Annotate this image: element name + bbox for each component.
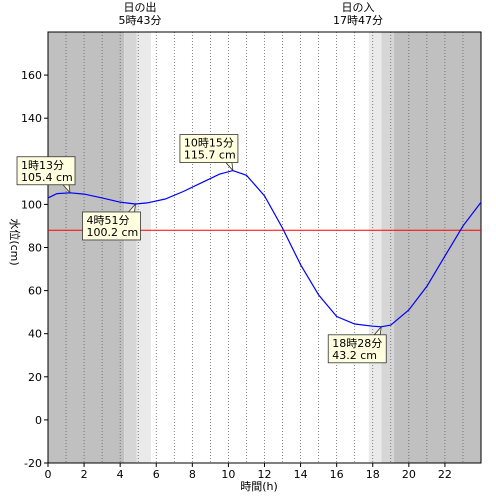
callout-box: [179, 134, 239, 163]
x-tick-label: 20: [402, 468, 416, 481]
x-tick-label: 2: [81, 468, 88, 481]
callout-time: 4時51分: [87, 214, 130, 227]
y-tick-label: -20: [24, 457, 42, 470]
y-tick-label: 100: [21, 198, 42, 211]
band-night-morning: [48, 32, 125, 463]
x-tick-label: 10: [221, 468, 235, 481]
daylight-bands: [48, 32, 481, 463]
sunset-label: 日の入: [342, 1, 375, 14]
x-axis-ticks: 0 2 4 6 8 10 12 14 16 18 20 22: [45, 463, 452, 481]
x-tick-label: 22: [438, 468, 452, 481]
x-tick-label: 4: [117, 468, 124, 481]
y-tick-label: 160: [21, 69, 42, 82]
sunrise-label: 日の出: [124, 0, 157, 14]
callout-box: [327, 334, 387, 364]
band-dawn-dark: [124, 32, 137, 463]
x-tick-label: 0: [45, 468, 52, 481]
y-tick-label: 140: [21, 112, 42, 125]
water-level-curve: [47, 169, 482, 328]
band-dusk-dark: [381, 32, 395, 463]
y-axis-label: 水位(cm): [8, 218, 22, 265]
y-tick-label: 0: [35, 414, 42, 427]
y-tick-label: 20: [28, 371, 42, 384]
band-night-evening: [394, 32, 481, 463]
callout-box: [16, 156, 76, 186]
callout-time: 18時28分: [332, 337, 382, 350]
band-day: [151, 32, 369, 463]
y-tick-label: 60: [28, 285, 42, 298]
x-tick-label: 18: [366, 468, 380, 481]
y-tick-label: 80: [28, 242, 42, 255]
callout-value: 105.4 cm: [21, 171, 73, 184]
sunrise-time: 5時43分: [119, 14, 162, 27]
callout-value: 100.2 cm: [87, 226, 139, 239]
sunset-time: 17時47分: [333, 14, 383, 27]
callout-box: [82, 211, 141, 241]
y-axis-ticks: -20020406080100120140160: [21, 69, 48, 470]
band-dawn-light: [136, 32, 152, 463]
x-tick-label: 14: [294, 468, 308, 481]
x-axis-label: 時間(h): [240, 480, 278, 493]
callout-time: 1時13分: [21, 159, 64, 172]
callout-value: 115.7 cm: [184, 149, 236, 162]
callout-time: 10時15分: [184, 137, 234, 150]
callout-value: 43.2 cm: [332, 349, 377, 362]
x-tick-label: 16: [330, 468, 344, 481]
x-tick-label: 8: [189, 468, 196, 481]
band-dusk-light: [368, 32, 382, 463]
y-tick-label: 40: [28, 328, 42, 341]
x-tick-label: 12: [258, 468, 272, 481]
x-tick-label: 6: [153, 468, 160, 481]
